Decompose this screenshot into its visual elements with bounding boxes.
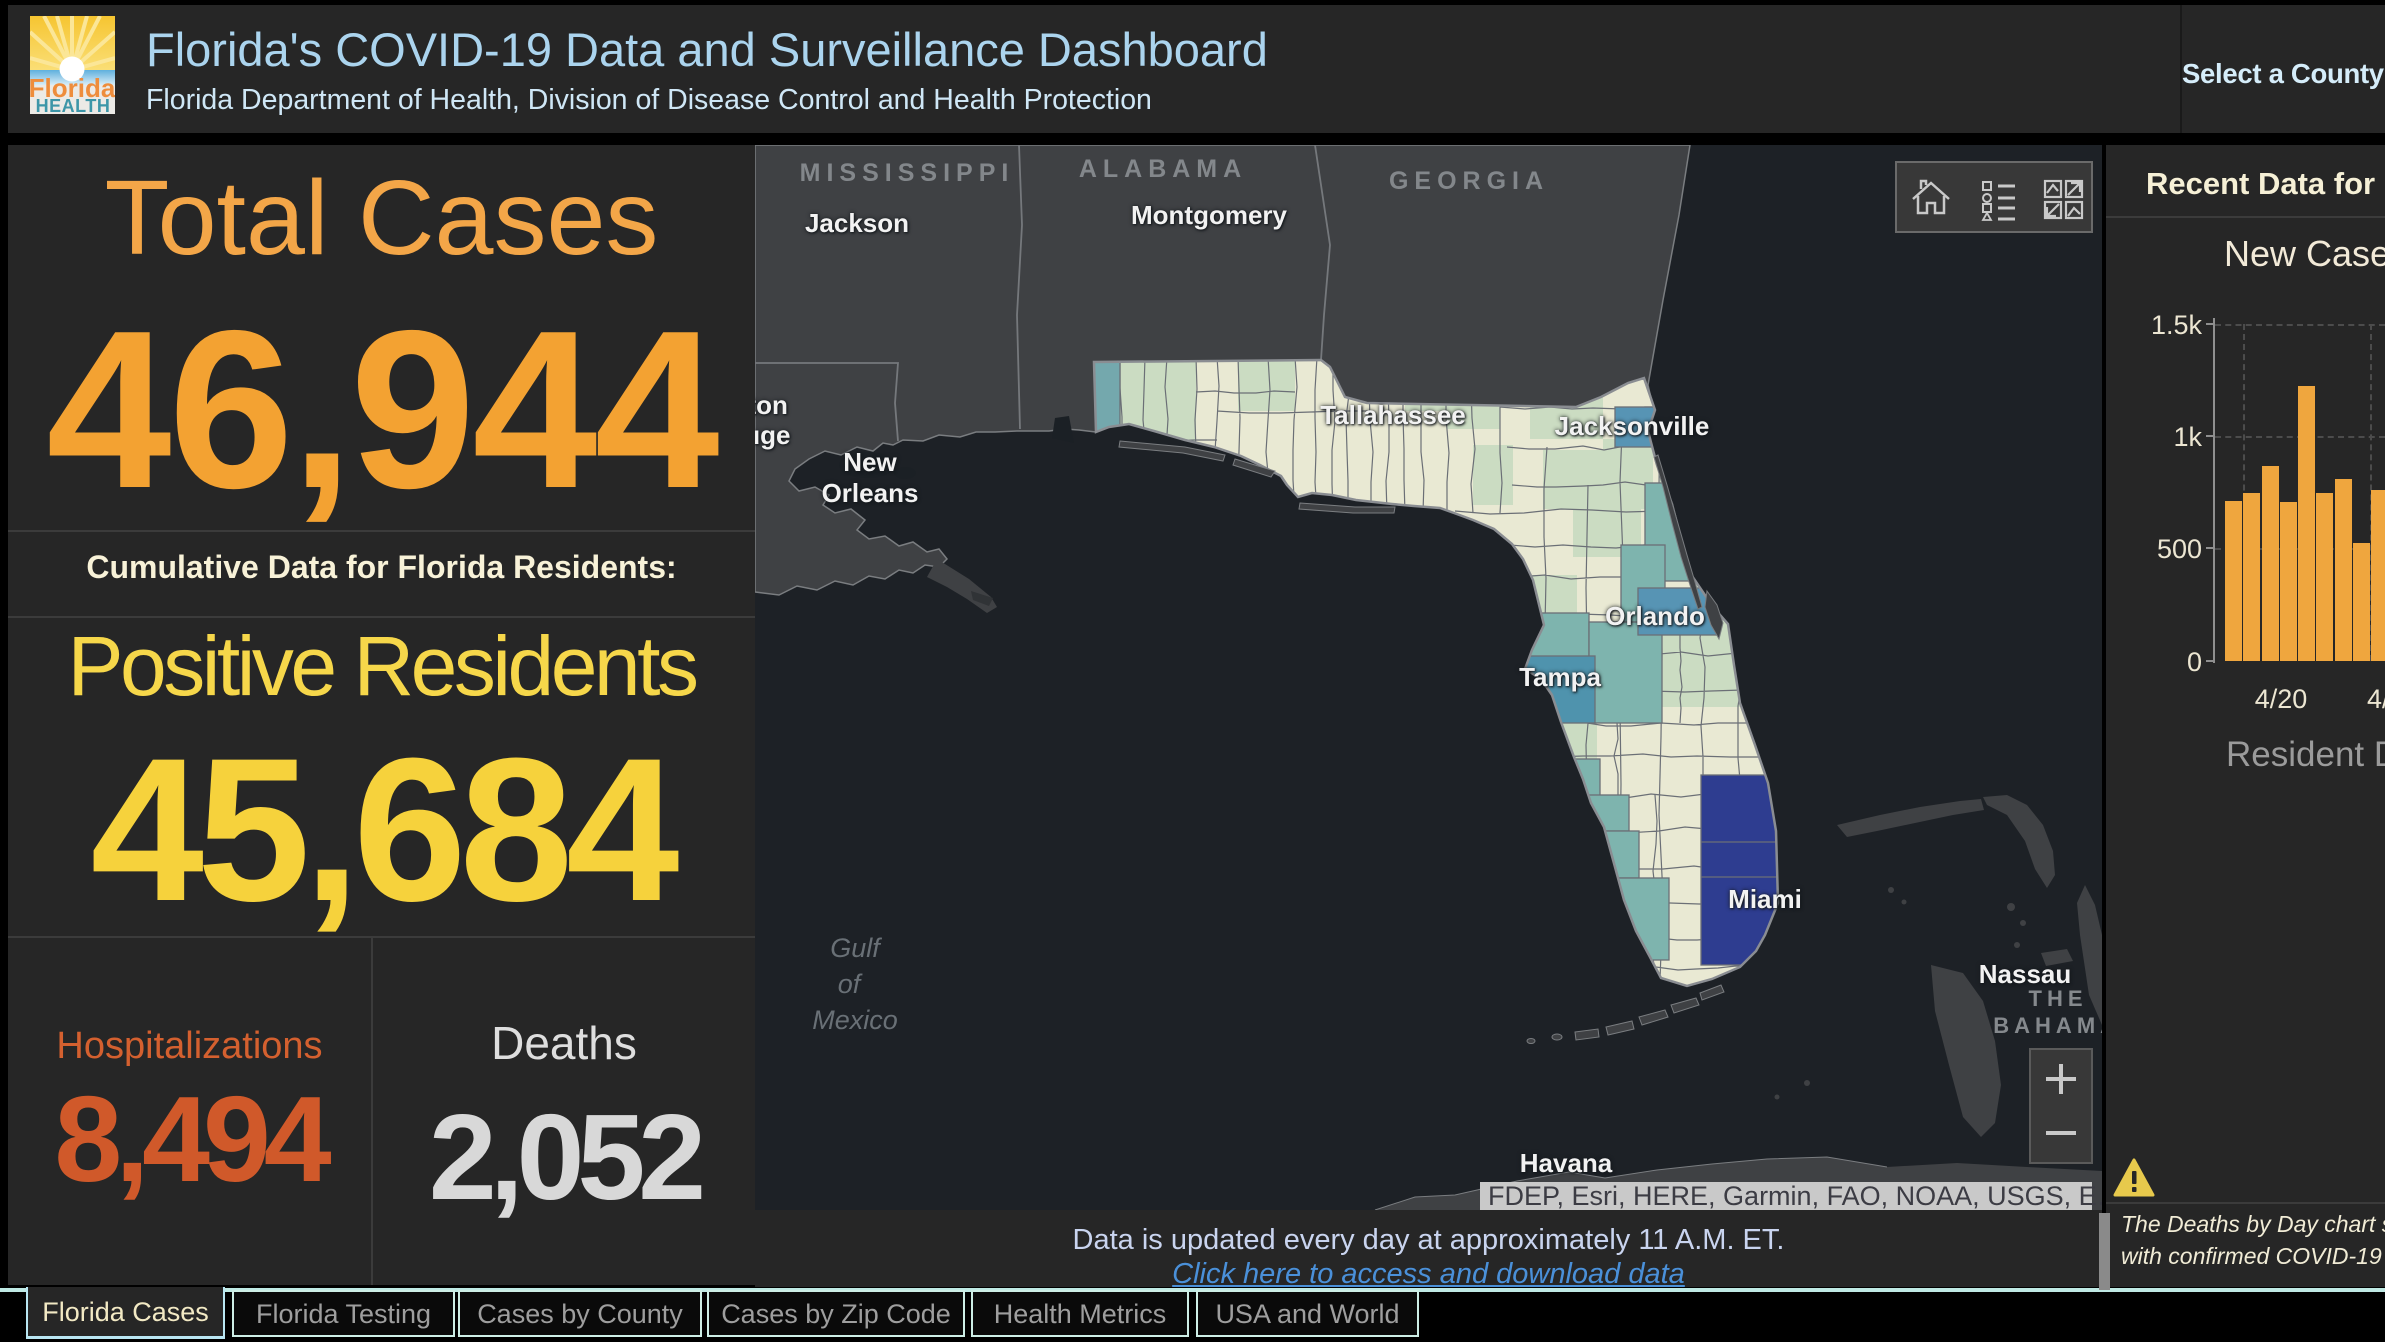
svg-text:Tampa: Tampa [1519,662,1601,692]
svg-text:THE: THE [2029,986,2088,1011]
svg-text:FDEP, Esri, HERE, Garmin, FAO,: FDEP, Esri, HERE, Garmin, FAO, NOAA, USG… [1488,1181,2102,1210]
svg-text:Orlando: Orlando [1605,601,1705,631]
svg-text:Orleans: Orleans [822,478,919,508]
svg-text:Rouge: Rouge [755,420,790,450]
svg-text:Mexico: Mexico [812,1005,898,1035]
svg-text:Jacksonville: Jacksonville [1555,411,1710,441]
svg-text:ALABAMA: ALABAMA [1079,155,1247,183]
svg-text:Florida: Florida [30,73,115,103]
svg-text:Havana: Havana [1520,1148,1613,1178]
svg-text:of: of [838,969,863,999]
svg-text:Gulf: Gulf [830,933,882,963]
svg-text:Jackson: Jackson [805,208,909,238]
svg-text:Miami: Miami [1728,884,1802,914]
svg-text:GEORGIA: GEORGIA [1389,167,1549,195]
svg-text:Baton: Baton [755,390,788,420]
svg-text:Tallahassee: Tallahassee [1320,400,1466,430]
svg-text:HEALTH: HEALTH [36,96,111,114]
svg-text:Montgomery: Montgomery [1131,200,1288,230]
svg-text:BAHAMAS: BAHAMAS [1993,1013,2102,1038]
svg-text:MISSISSIPPI: MISSISSIPPI [800,159,1015,187]
svg-text:New: New [843,447,897,477]
svg-text:Nassau: Nassau [1979,959,2072,989]
